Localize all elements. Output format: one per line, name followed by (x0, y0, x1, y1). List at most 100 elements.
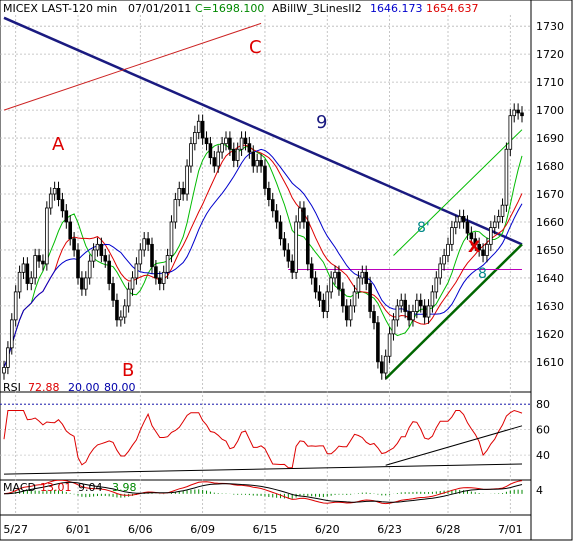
price-bar-body (9, 319, 14, 349)
price-bar-body (239, 137, 244, 150)
price-bar-body (2, 367, 6, 374)
price-bar-body (243, 137, 248, 145)
price-bar-body (259, 160, 263, 167)
price-bar-body (138, 249, 143, 265)
price-bar-body (309, 263, 314, 279)
price-bar-body (504, 148, 509, 206)
price-bar-body (107, 260, 111, 284)
support-line (384, 243, 523, 380)
price-tick-label: 1690 (536, 132, 564, 145)
price-bar-body (60, 199, 65, 212)
price-bar-body (395, 305, 400, 321)
rsi-tick-label: 80 (536, 398, 550, 411)
price-bar-body (25, 263, 30, 284)
macd-axis: 4 (536, 484, 543, 497)
upper-channel-line (3, 22, 262, 111)
price-bar-body (391, 319, 396, 335)
annotation-nine: 9 (316, 112, 327, 133)
price-bar-body (368, 283, 372, 312)
price-bar-body (379, 361, 384, 374)
price-bar-body (376, 322, 380, 363)
rising-channel-line (393, 129, 523, 256)
price-bar-body (450, 227, 454, 245)
price-bar-body (329, 277, 333, 293)
price-bar-body (177, 188, 182, 201)
header-ind-val2: 1654.637 (426, 2, 479, 15)
price-bar-body (453, 221, 458, 228)
price-bar-body (41, 260, 45, 265)
price-bar-body (72, 238, 76, 251)
price-bar-body (461, 215, 466, 223)
price-bar-body (403, 299, 407, 312)
date-tick-label: 6/28 (436, 523, 461, 536)
price-bar-body (161, 271, 166, 284)
price-axis: 1610 1620 1630 1640 1650 1660 1670 1680 1690 1700… (536, 20, 564, 369)
header-ind-val1: 1646.173 (370, 2, 423, 15)
price-bar-body (364, 271, 369, 284)
price-bar-body (344, 305, 349, 321)
rsi-trend-line (3, 463, 523, 475)
price-bar-body (446, 243, 450, 256)
price-tick-label: 1680 (536, 160, 564, 173)
macd-line (3, 480, 523, 505)
price-tick-label: 1660 (536, 216, 564, 229)
price-bar-body (372, 311, 376, 324)
annotation-c: C (249, 37, 262, 58)
price-bar-body (294, 221, 298, 273)
price-tick-label: 1620 (536, 328, 564, 341)
macd-series (3, 480, 523, 505)
price-bar-body (83, 277, 88, 290)
price-bar-body (56, 188, 61, 201)
price-bar-body (477, 243, 481, 251)
price-bar-body (485, 243, 489, 256)
price-bar-body (111, 283, 115, 301)
price-bar-body (157, 277, 162, 284)
header-indicator: ABillW_3LinesII2 (272, 2, 362, 15)
price-bar-body (422, 305, 427, 318)
macd-panel (0, 479, 532, 516)
ma-line (3, 143, 523, 368)
price-bar-body (95, 243, 100, 251)
price-bar-body (469, 232, 474, 240)
price-bar-body (29, 277, 34, 284)
annotation-a: A (52, 134, 65, 155)
price-bar-body (270, 199, 275, 212)
price-bar-body (348, 305, 353, 321)
price-bar-body (142, 238, 147, 251)
price-bar-body (341, 288, 345, 307)
price-bar-body (231, 148, 236, 161)
price-bar-body (189, 143, 193, 167)
price-bar-body (387, 333, 392, 357)
price-bar-body (278, 221, 283, 240)
price-bar-body (481, 249, 485, 256)
price-bar-body (520, 112, 524, 117)
price-bars (2, 103, 524, 380)
price-bar-body (321, 299, 326, 312)
macd-v1: 13.01 (40, 481, 72, 494)
price-bar-body (337, 271, 341, 290)
grid-lines (0, 15, 531, 515)
price-bar-body (200, 120, 205, 139)
rsi-high: 80.00 (104, 381, 136, 394)
price-bar-body (290, 260, 295, 273)
price-bar-body (130, 277, 135, 290)
price-axis-panel (530, 0, 573, 541)
price-tick-label: 1730 (536, 20, 564, 33)
price-bar-body (500, 204, 505, 217)
price-bar-body (356, 277, 361, 293)
price-bar-body (13, 291, 18, 321)
price-bar-body (457, 215, 462, 223)
price-tick-label: 1710 (536, 76, 564, 89)
price-bar-body (52, 188, 57, 195)
price-bar-body (196, 120, 201, 133)
date-tick-label: 6/15 (253, 523, 278, 536)
price-bar-body (267, 188, 271, 201)
price-bar-body (430, 291, 435, 307)
price-bar-body (247, 143, 252, 153)
rsi-axis: 40 60 80 (536, 398, 550, 462)
price-bar-body (325, 291, 330, 312)
price-bar-body (99, 243, 104, 256)
price-bar-body (274, 210, 279, 223)
macd-signal-line (3, 481, 523, 503)
